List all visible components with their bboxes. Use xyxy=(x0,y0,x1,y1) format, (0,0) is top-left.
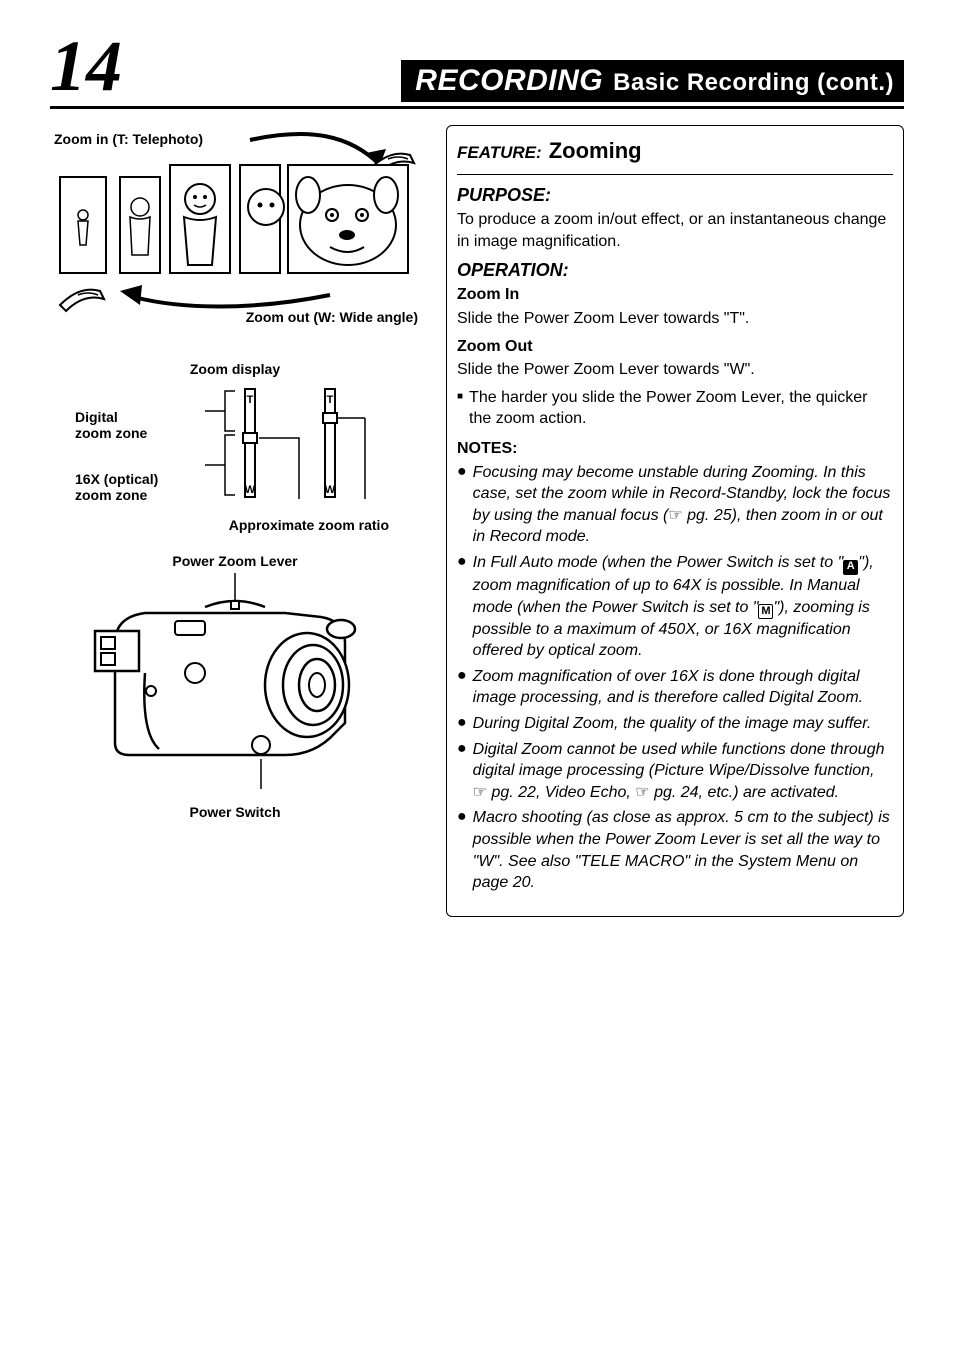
svg-text:W: W xyxy=(245,484,256,496)
bullet-icon: ● xyxy=(457,462,467,548)
purpose-body: To produce a zoom in/out effect, or an i… xyxy=(457,209,893,252)
feature-heading: FEATURE: Zooming xyxy=(457,136,893,166)
zoom-in-head: Zoom In xyxy=(457,284,893,306)
feature-label: FEATURE: xyxy=(457,143,542,162)
purpose-head: PURPOSE: xyxy=(457,183,893,207)
camcorder-svg xyxy=(85,573,385,793)
pointer-icon: ☞ xyxy=(473,784,487,801)
notes-list: ● Focusing may become unstable during Zo… xyxy=(457,462,893,894)
section-title-sub: Basic Recording (cont.) xyxy=(613,69,894,97)
feature-divider xyxy=(457,174,893,175)
power-zoom-lever-label: Power Zoom Lever xyxy=(50,553,420,569)
bullet-icon: ● xyxy=(457,807,467,893)
mode-m-icon: M xyxy=(758,604,773,619)
left-column: Zoom in (T: Telephoto) xyxy=(50,125,420,917)
zoom-out-body: Slide the Power Zoom Lever towards "W". xyxy=(457,359,893,381)
zoom-bar-svg: T W T W xyxy=(205,383,385,513)
zoom-display-label: Zoom display xyxy=(50,361,420,377)
note-item: ● During Digital Zoom, the quality of th… xyxy=(457,713,893,735)
zoom-tip: The harder you slide the Power Zoom Leve… xyxy=(469,387,893,430)
bullet-icon: ● xyxy=(457,739,467,804)
optical-zone-label: 16X (optical) zoom zone xyxy=(75,471,195,503)
zoom-out-head: Zoom Out xyxy=(457,336,893,358)
section-title-bar: RECORDING Basic Recording (cont.) xyxy=(401,60,904,102)
svg-text:T: T xyxy=(247,394,254,406)
note-item: ● Focusing may become unstable during Zo… xyxy=(457,462,893,548)
page-number: 14 xyxy=(50,30,122,102)
note-item: ● Digital Zoom cannot be used while func… xyxy=(457,739,893,804)
svg-text:T: T xyxy=(327,394,334,406)
operation-head: OPERATION: xyxy=(457,258,893,282)
zoom-tip-row: ■ The harder you slide the Power Zoom Le… xyxy=(457,387,893,430)
square-bullet-icon: ■ xyxy=(457,387,463,430)
zoom-out-label: Zoom out (W: Wide angle) xyxy=(246,309,418,325)
note-item: ● In Full Auto mode (when the Power Swit… xyxy=(457,552,893,662)
digital-zone-label: Digital zoom zone xyxy=(75,409,195,441)
note-item: ● Macro shooting (as close as approx. 5 … xyxy=(457,807,893,893)
power-switch-label: Power Switch xyxy=(50,804,420,820)
pointer-icon: ☞ xyxy=(635,784,649,801)
camcorder-illustration xyxy=(85,573,385,798)
zoom-display-diagram: Digital zoom zone 16X (optical) zoom zon… xyxy=(75,383,395,533)
zoom-in-body: Slide the Power Zoom Lever towards "T". xyxy=(457,308,893,330)
zoom-diagram-svg xyxy=(50,125,420,325)
pointer-icon: ☞ xyxy=(668,507,682,524)
bullet-icon: ● xyxy=(457,666,467,709)
note-item: ● Zoom magnification of over 16X is done… xyxy=(457,666,893,709)
svg-text:W: W xyxy=(325,484,336,496)
right-column: FEATURE: Zooming PURPOSE: To produce a z… xyxy=(446,125,904,917)
zoom-in-label: Zoom in (T: Telephoto) xyxy=(54,131,203,147)
header-divider xyxy=(50,106,904,109)
bullet-icon: ● xyxy=(457,713,467,735)
bullet-icon: ● xyxy=(457,552,467,662)
section-title-main: RECORDING xyxy=(415,64,603,98)
notes-head: NOTES: xyxy=(457,438,893,460)
zoom-illustration: Zoom in (T: Telephoto) xyxy=(50,125,420,325)
approx-ratio-label: Approximate zoom ratio xyxy=(75,517,395,533)
mode-a-icon: A xyxy=(843,560,858,575)
page-header: 14 RECORDING Basic Recording (cont.) xyxy=(50,30,904,102)
feature-name: Zooming xyxy=(549,138,642,163)
